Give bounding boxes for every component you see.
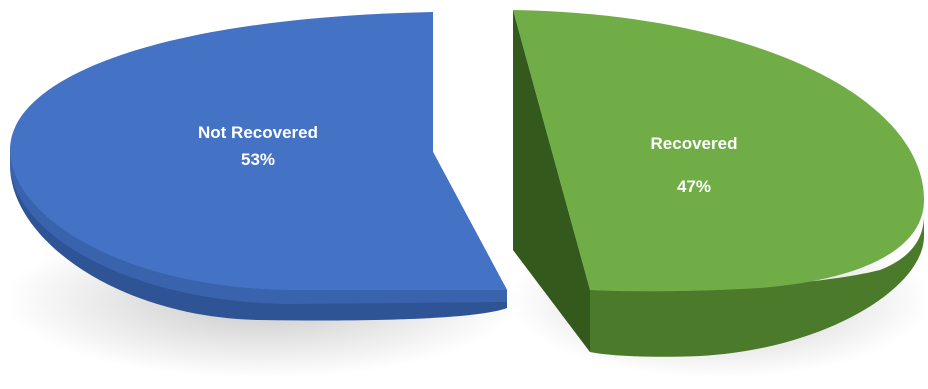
slice-recovered-face-upper bbox=[513, 10, 590, 352]
slice-label-not-recovered: Not Recovered bbox=[198, 123, 318, 142]
slice-recovered bbox=[513, 10, 924, 357]
slice-recovered-top bbox=[513, 10, 924, 292]
slice-recovered-side bbox=[590, 215, 924, 357]
slice-label-recovered: Recovered bbox=[651, 134, 738, 153]
slice-not-recovered-rim bbox=[10, 150, 507, 304]
slice-value-recovered: 47% bbox=[677, 177, 711, 196]
slice-not-recovered bbox=[10, 12, 507, 321]
slice-not-recovered-top bbox=[10, 12, 507, 290]
slice-value-not-recovered: 53% bbox=[241, 150, 275, 169]
